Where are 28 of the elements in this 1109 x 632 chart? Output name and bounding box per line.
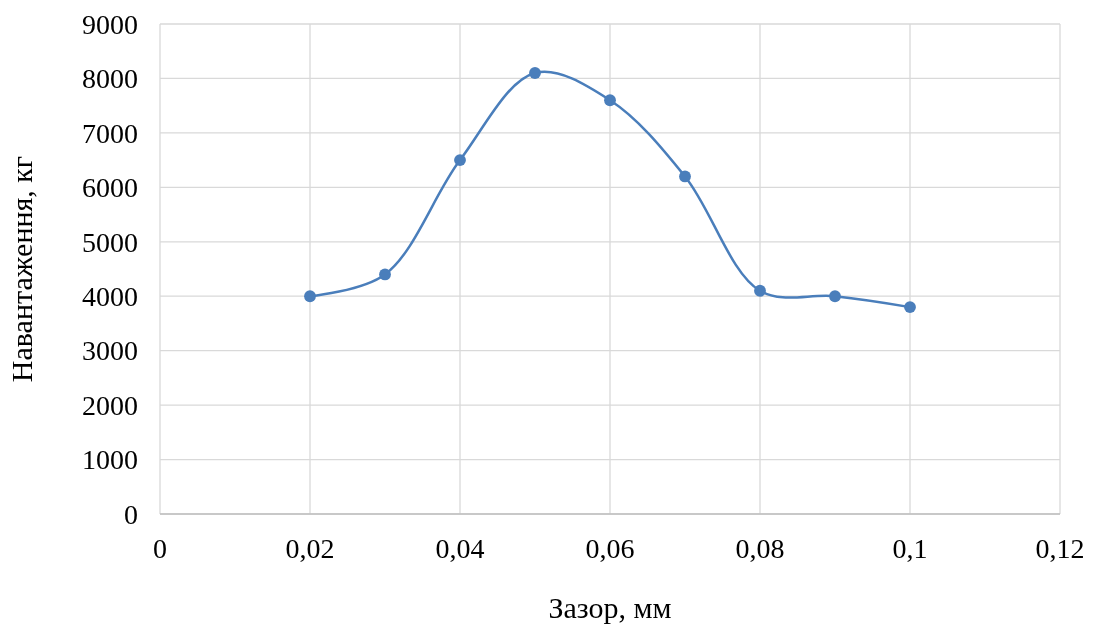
y-tick-label: 7000 [82, 117, 138, 149]
x-tick-label: 0,06 [585, 533, 635, 564]
y-tick-label: 8000 [82, 63, 138, 95]
y-tick-label: 3000 [82, 335, 138, 367]
x-tick-label: 0,1 [892, 533, 928, 564]
y-tick-label: 1000 [82, 444, 138, 476]
y-tick-label: 0 [124, 498, 138, 530]
point [304, 290, 316, 303]
y-tick-label: 2000 [82, 389, 138, 421]
point [754, 284, 766, 297]
x-tick-label: 0,02 [285, 533, 335, 564]
y-axis-title: Навантаження, кг [5, 155, 38, 383]
y-tick-label: 9000 [82, 8, 138, 40]
point [529, 67, 541, 79]
x-tick-label: 0,04 [435, 533, 485, 564]
y-tick-label: 4000 [82, 281, 138, 313]
point [454, 154, 466, 167]
point [904, 301, 916, 314]
point [679, 170, 691, 183]
y-tick-label: 6000 [82, 172, 138, 204]
x-axis-title: Зазор, мм [548, 591, 672, 624]
y-tick-label: 5000 [82, 226, 138, 258]
point [379, 268, 391, 281]
point [604, 94, 616, 107]
x-tick-label: 0,08 [735, 533, 785, 564]
x-tick-label: 0 [153, 533, 167, 564]
point [829, 290, 841, 303]
x-tick-label: 0,12 [1035, 533, 1085, 564]
